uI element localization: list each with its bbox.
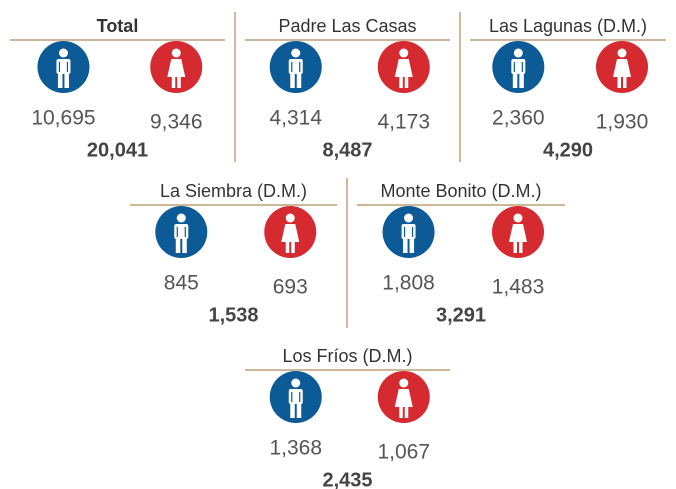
icon-head	[171, 48, 181, 58]
male-icon	[155, 206, 208, 258]
male-count: 845	[164, 272, 199, 295]
male-icon	[492, 41, 545, 93]
icon-head	[513, 48, 523, 58]
icon-leg	[512, 73, 518, 88]
icon-head	[617, 48, 627, 58]
female-count: 1,930	[596, 111, 649, 134]
icon-dress	[394, 389, 413, 407]
female-count: 9,346	[150, 111, 203, 134]
female-icon	[377, 371, 430, 423]
icon-head	[399, 48, 409, 58]
panel-title: Las Lagunas (D.M.)	[489, 16, 647, 36]
icon-leg	[64, 73, 69, 88]
icon-leg	[409, 238, 415, 253]
icon-leg	[57, 73, 63, 88]
panel-title: Monte Bonito (D.M.)	[380, 181, 541, 201]
panel-title: Los Fríos (D.M.)	[282, 346, 412, 366]
panel-title: La Siembra (D.M.)	[160, 181, 307, 201]
icon-leg	[519, 241, 523, 253]
male-icon	[37, 41, 90, 93]
icon-dress	[394, 59, 413, 77]
icon-body	[174, 224, 189, 239]
icon-leg	[519, 73, 524, 88]
female-icon	[596, 41, 648, 93]
male-count: 1,368	[269, 437, 322, 460]
icon-leg	[171, 76, 176, 88]
icon-leg	[175, 238, 181, 253]
icon-head	[404, 213, 414, 223]
panel-title: Total	[97, 16, 139, 36]
icon-leg	[177, 76, 181, 88]
icon-leg	[290, 403, 295, 418]
panel-total: 2,435	[322, 469, 372, 489]
icon-body	[401, 224, 416, 239]
icon-body	[56, 59, 71, 74]
panel-total: 8,487	[322, 139, 372, 161]
icon-leg	[399, 76, 403, 88]
panel-total: 20,041	[87, 139, 148, 161]
female-icon	[377, 41, 430, 93]
male-count: 2,360	[492, 107, 545, 130]
female-count: 1,483	[492, 276, 545, 299]
icon-dress	[509, 224, 527, 242]
female-count: 1,067	[377, 441, 430, 464]
icon-leg	[513, 241, 517, 253]
female-icon	[264, 206, 317, 258]
female-count: 693	[273, 276, 308, 299]
panel-total: 3,291	[436, 304, 486, 326]
male-count: 10,695	[31, 107, 95, 130]
icon-leg	[291, 241, 295, 253]
icon-leg	[290, 73, 295, 88]
female-count: 4,173	[377, 111, 430, 134]
male-icon	[269, 371, 322, 423]
icon-head	[291, 378, 301, 388]
icon-body	[288, 389, 303, 404]
icon-leg	[623, 76, 627, 88]
icon-head	[58, 48, 68, 58]
icon-leg	[296, 73, 302, 88]
icon-leg	[399, 406, 403, 418]
panel-total: 4,290	[543, 139, 593, 161]
icon-dress	[613, 59, 631, 77]
icon-leg	[182, 238, 187, 253]
icon-leg	[404, 76, 409, 88]
icon-head	[176, 213, 186, 223]
male-count: 1,808	[382, 272, 435, 295]
female-icon	[492, 206, 544, 258]
icon-leg	[296, 403, 302, 418]
icon-body	[511, 59, 526, 74]
icon-head	[291, 48, 301, 58]
icon-head	[513, 213, 523, 223]
male-count: 4,314	[269, 107, 322, 130]
icon-leg	[403, 238, 408, 253]
male-icon	[269, 41, 322, 93]
icon-leg	[285, 241, 290, 253]
icon-head	[399, 378, 409, 388]
icon-body	[288, 59, 303, 74]
icon-head	[285, 213, 295, 223]
male-icon	[382, 206, 435, 258]
icon-dress	[167, 59, 186, 77]
icon-leg	[404, 406, 409, 418]
panel-total: 1,538	[208, 304, 258, 326]
icon-dress	[281, 224, 300, 242]
panel-title: Padre Las Casas	[278, 16, 416, 36]
female-icon	[150, 41, 203, 93]
icon-leg	[617, 76, 621, 88]
